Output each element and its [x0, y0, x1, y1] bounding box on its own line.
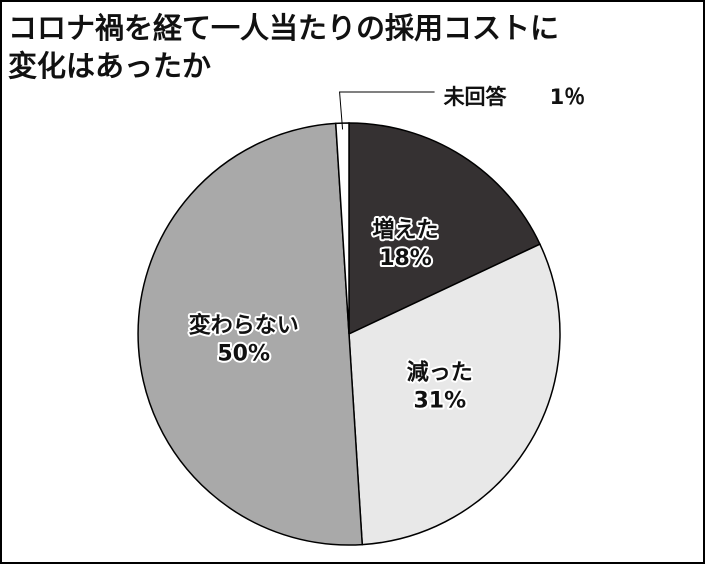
slice-label: 変わらない: [189, 313, 299, 339]
chart-title: 変化はあったか: [8, 49, 211, 83]
leader-line: [339, 91, 435, 130]
pie-slice: [348, 243, 561, 546]
slice-label: 減った: [407, 361, 473, 386]
pie-slice: [348, 122, 541, 336]
outside-label: 未回答: [444, 85, 508, 109]
slice-value-label: 18%: [379, 246, 432, 271]
outside-value-label: 1％: [550, 85, 586, 109]
slice-value-label: 50%: [217, 342, 270, 367]
chart-title: コロナ禍を経て一人当たりの採用コストに: [8, 11, 559, 45]
pie-slice: [137, 122, 364, 546]
slice-label: 増えた: [373, 217, 439, 243]
slice-value-label: 31%: [413, 389, 466, 414]
